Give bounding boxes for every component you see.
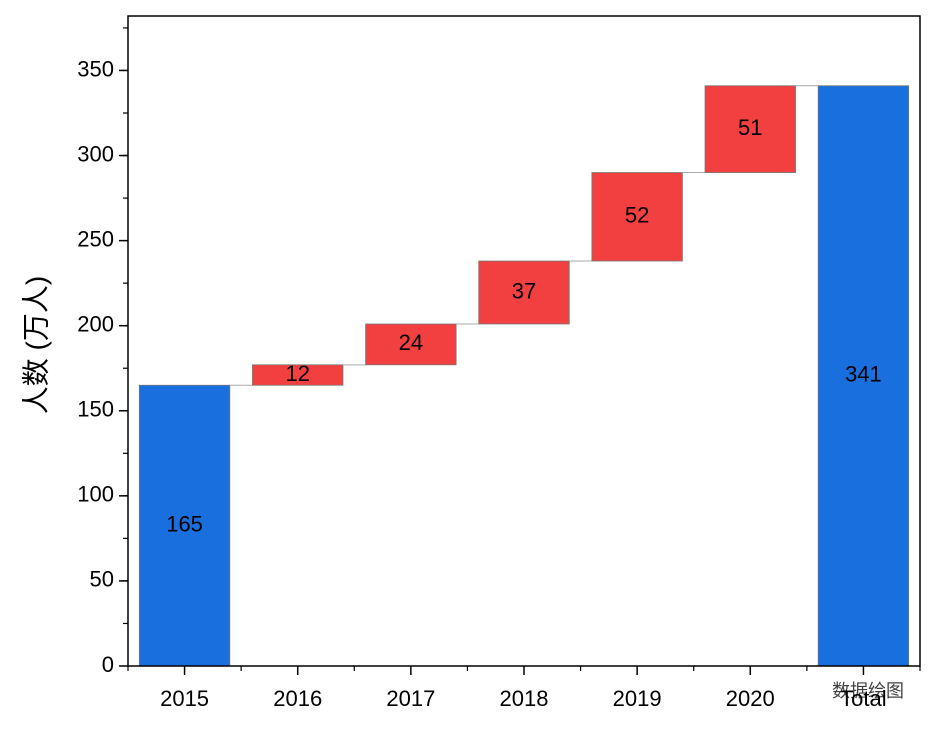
y-tick-label: 250 — [77, 226, 114, 251]
data-label: 37 — [512, 278, 536, 303]
x-tick-label: 2016 — [273, 686, 322, 711]
y-tick-label: 300 — [77, 141, 114, 166]
plot-frame — [127, 15, 921, 667]
data-label: 51 — [738, 115, 762, 140]
data-label: 165 — [166, 511, 203, 536]
bar — [704, 85, 796, 173]
bar — [252, 364, 344, 386]
y-tick-label: 100 — [77, 482, 114, 507]
x-tick-label: 2018 — [500, 686, 549, 711]
y-tick-label: 150 — [77, 397, 114, 422]
y-tick-label: 200 — [77, 311, 114, 336]
data-label: 12 — [285, 361, 309, 386]
bar — [817, 85, 910, 667]
data-label: 24 — [399, 330, 423, 355]
x-tick-label: 2019 — [613, 686, 662, 711]
bar — [365, 323, 457, 366]
x-tick-label: Total — [840, 686, 886, 711]
x-tick-label: 2017 — [386, 686, 435, 711]
data-label: 341 — [845, 362, 882, 387]
bar — [478, 260, 570, 325]
y-tick-label: 50 — [90, 567, 114, 592]
y-axis-label: 人数 (万人) — [20, 276, 51, 414]
watermark: 数据绘图 — [832, 681, 904, 701]
bar — [591, 172, 683, 262]
y-tick-label: 350 — [77, 56, 114, 81]
x-tick-label: 2020 — [726, 686, 775, 711]
data-label: 52 — [625, 203, 649, 228]
bar — [138, 384, 231, 667]
x-tick-label: 2015 — [160, 686, 209, 711]
y-tick-label: 0 — [102, 652, 114, 677]
